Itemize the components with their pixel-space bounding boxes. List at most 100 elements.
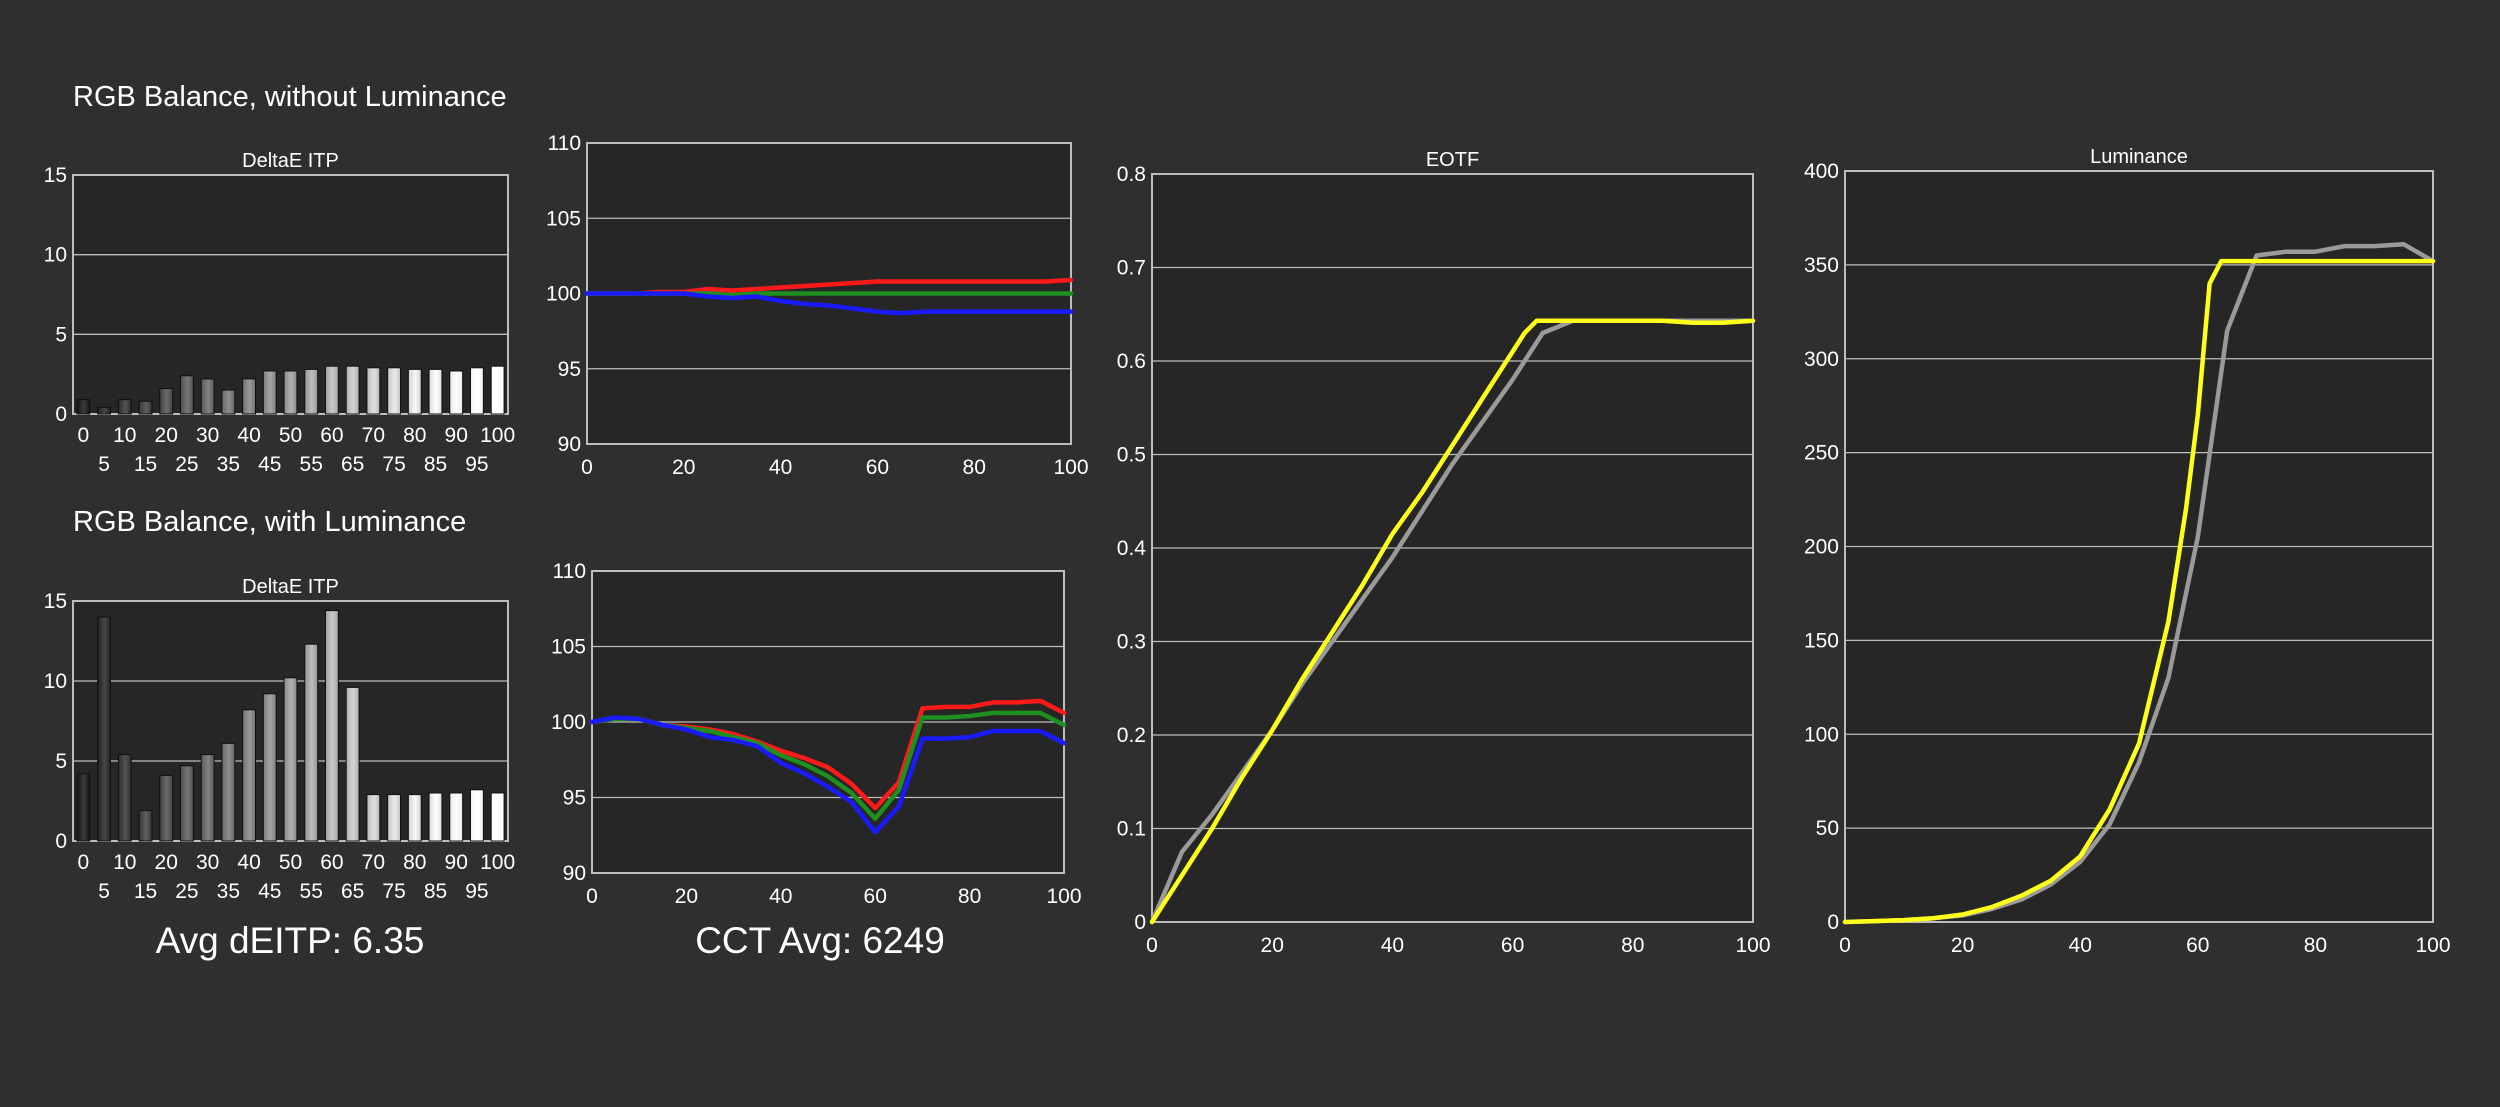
x-tick-label: 75 [382,880,405,903]
y-tick-label: 200 [1804,536,1839,559]
bar [97,616,111,842]
y-tick-label: 90 [563,862,586,885]
x-tick-label: 100 [1046,885,1081,908]
bar [200,378,215,415]
x-tick-label: 5 [98,880,110,903]
x-tick-label: 40 [769,885,792,908]
y-tick-label: 15 [44,164,67,187]
bar [262,370,277,415]
bar [76,399,91,415]
bar [117,754,132,842]
y-tick-label: 400 [1804,160,1839,183]
bar [180,765,194,842]
x-tick-label: 0 [586,885,598,908]
y-tick-label: 95 [563,787,586,810]
y-tick-label: 0 [55,403,67,426]
y-tick-label: 0.8 [1117,163,1146,186]
x-tick-label: 100 [480,851,515,874]
chart-luminance: 0 50 100 150 200 250 300 350 400 Luminance 0 20 40 60… [1804,146,2451,957]
bar [325,365,339,415]
y-tick-label: 105 [546,207,581,230]
y-tick-label: 10 [44,244,67,267]
x-tick-label: 80 [1621,934,1644,957]
y-tick-label: 350 [1804,254,1839,277]
y-tick-label: 0.3 [1117,631,1146,654]
x-tick-label: 95 [465,880,488,903]
bar [117,399,132,415]
x-tick-label: 65 [341,453,364,476]
x-tick-label: 30 [196,851,219,874]
chart-rgb_without: 90 95 100 105 110 0 20 40 60 80 100 [546,132,1089,479]
bar [138,400,153,415]
x-tick-label: 75 [382,453,405,476]
y-tick-label: 0 [55,830,67,853]
y-tick-label: 5 [55,323,67,346]
bar [490,365,505,415]
chart-eotf: 0 0.1 0.2 0.3 0.4 0.5 0.6 0.7 0.8 EOTF 0 20 40 60 80 10… [1117,149,1771,957]
y-tick-label: 0.5 [1117,444,1146,467]
x-tick-label: 35 [217,453,240,476]
x-tick-label: 70 [362,851,385,874]
bar [325,610,339,842]
x-tick-label: 0 [1839,934,1851,957]
x-tick-label: 100 [1053,456,1088,479]
y-tick-label: 90 [558,433,581,456]
bar [449,792,464,842]
bar [138,810,153,842]
y-tick-label: 10 [44,670,67,693]
bar [428,368,443,415]
x-tick-label: 20 [155,851,178,874]
plot-frame [1151,173,1754,923]
x-tick-label: 80 [403,424,426,447]
y-tick-label: 110 [548,132,581,155]
x-tick-label: 50 [279,851,302,874]
x-tick-label: 50 [279,424,302,447]
x-tick-label: 55 [300,880,323,903]
x-tick-label: 60 [320,851,343,874]
x-tick-label: 40 [1381,934,1404,957]
series-line-blue [584,291,1074,316]
chart-title: DeltaE ITP [242,150,339,172]
x-tick-label: 40 [769,456,792,479]
bar [200,754,215,842]
x-tick-label: 90 [445,851,468,874]
y-tick-label: 95 [558,358,581,381]
x-tick-label: 25 [175,453,198,476]
x-tick-label: 95 [465,453,488,476]
y-tick-label: 100 [551,711,586,734]
bar [345,686,360,842]
x-tick-label: 60 [866,456,889,479]
y-tick-label: 100 [1804,723,1839,746]
x-tick-label: 60 [864,885,887,908]
x-tick-label: 10 [113,424,136,447]
y-tick-label: 150 [1804,629,1839,652]
bar [407,794,422,842]
x-tick-label: 20 [675,885,698,908]
bar [97,407,111,415]
series-line-blue [589,715,1067,835]
x-tick-label: 20 [1951,934,1974,957]
x-tick-label: 65 [341,880,364,903]
bar [242,709,256,842]
chart-title: Luminance [2090,146,2188,168]
bar [470,367,484,415]
x-tick-label: 85 [424,453,447,476]
x-tick-label: 25 [175,880,198,903]
x-tick-label: 5 [98,453,110,476]
chart-title: DeltaE ITP [242,576,339,598]
bar [159,774,174,842]
x-tick-label: 10 [113,851,136,874]
bar [366,794,381,842]
y-tick-label: 0.1 [1117,818,1146,841]
y-tick-label: 0 [1827,911,1839,934]
series-line-yellow [1842,258,2436,925]
bar [221,389,236,415]
bar [366,367,381,415]
y-tick-label: 5 [55,750,67,773]
x-tick-label: 60 [320,424,343,447]
x-tick-label: 60 [2186,934,2209,957]
bar [159,388,174,415]
section-title-with-luminance: RGB Balance, with Luminance [73,506,467,538]
